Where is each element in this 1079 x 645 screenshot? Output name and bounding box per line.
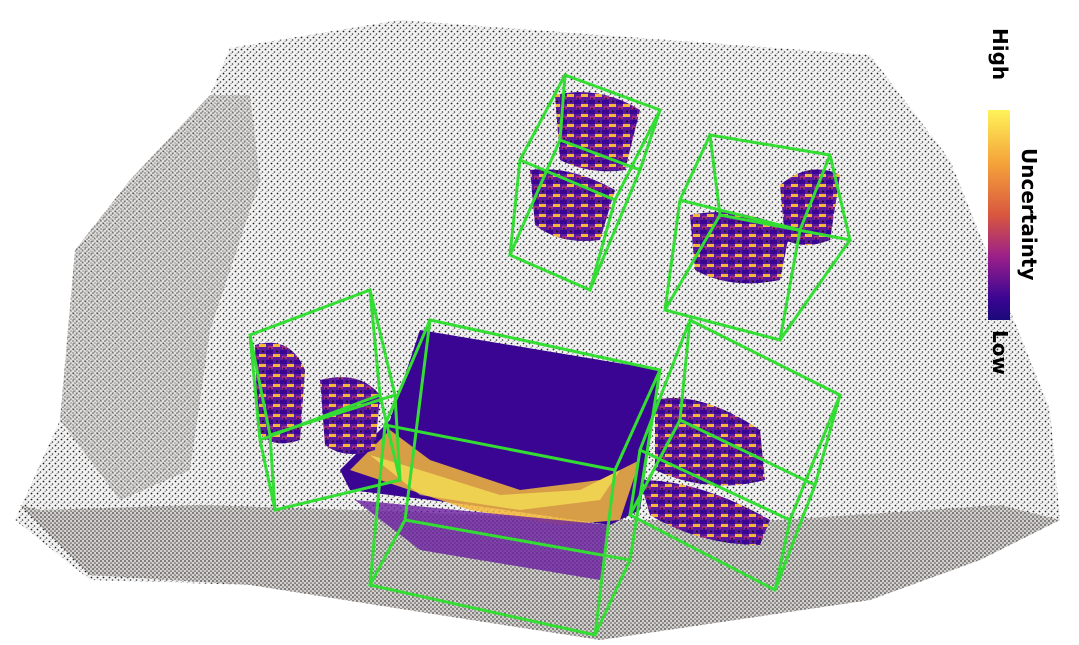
bounding-box-chair-center (508, 73, 663, 292)
legend-title: Uncertainty (1017, 148, 1041, 281)
table-mesh (340, 330, 660, 580)
chair-back-center (530, 92, 640, 241)
legend-high-label: High (988, 28, 1012, 80)
legend-colorbar (988, 110, 1010, 320)
uncertainty-legend: High Uncertainty Low (988, 28, 1041, 375)
bounding-boxes (248, 73, 852, 637)
bounding-box-chair-right (663, 133, 852, 342)
bounding-box-chair-front-right (627, 317, 842, 593)
legend-low-label: Low (988, 330, 1012, 375)
bounding-box-chair-left (248, 287, 402, 512)
bounding-box-table (367, 318, 663, 637)
